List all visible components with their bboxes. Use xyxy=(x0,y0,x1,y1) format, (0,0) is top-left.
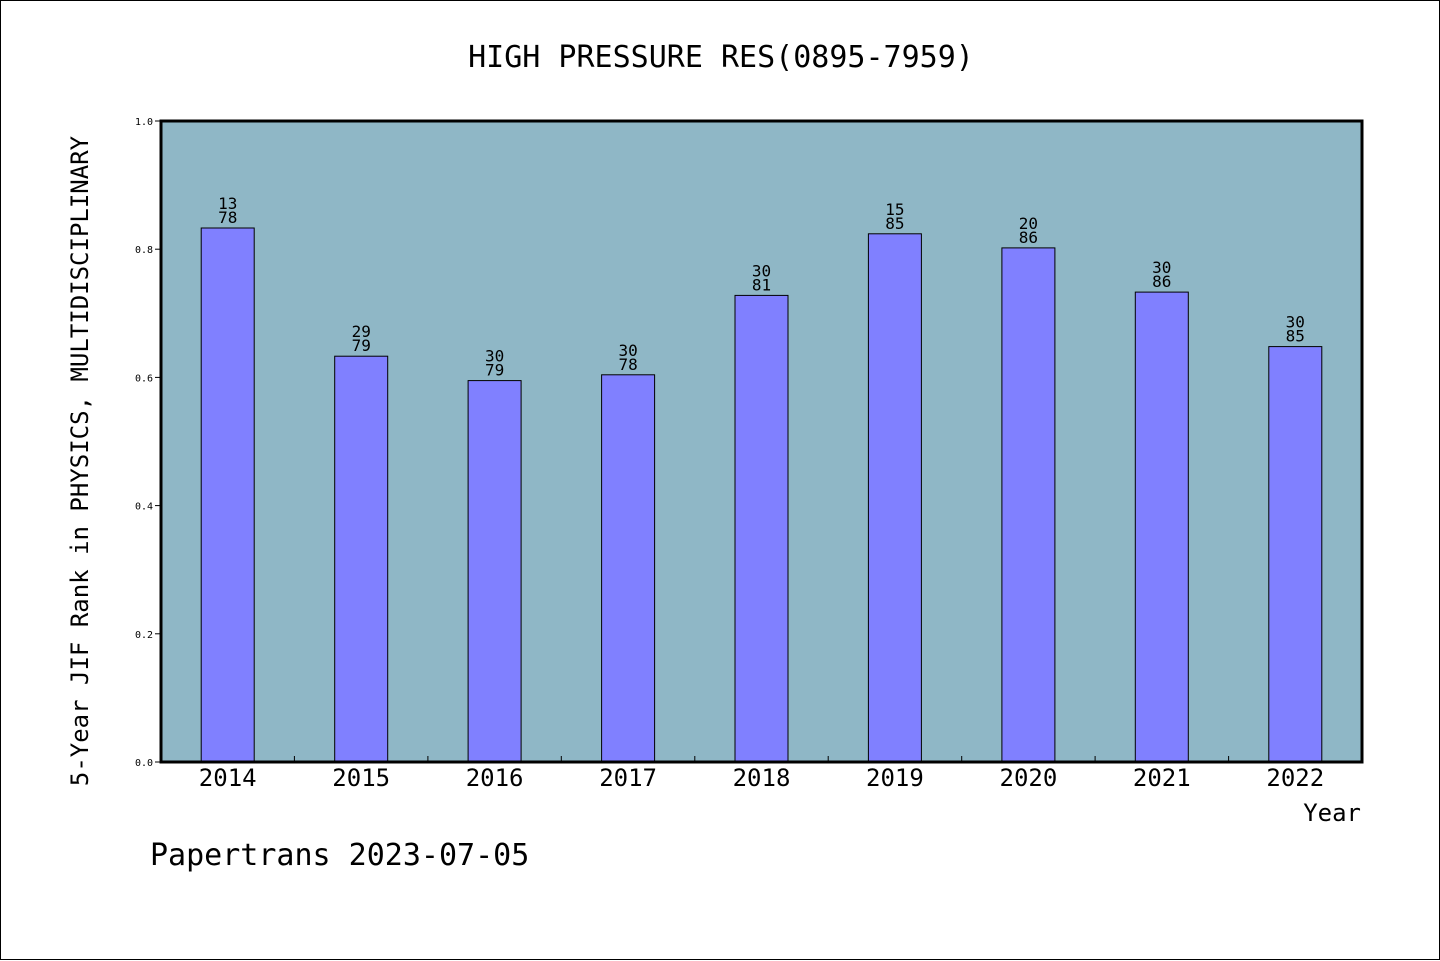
bar-label-2015: 29 79 xyxy=(352,322,371,355)
bar-2022 xyxy=(1268,346,1323,763)
x-tick-label-2014: 2014 xyxy=(199,764,257,792)
x-axis-ticks: 2014 2015 2016 2017 2018 2019 2020 2021 2022 xyxy=(199,756,1324,792)
x-tick-label-2022: 2022 xyxy=(1266,764,1324,792)
bar-label-2019: 15 85 xyxy=(885,200,904,233)
bar-2014 xyxy=(200,227,255,763)
bar-label-2017: 30 78 xyxy=(618,341,637,374)
bar-2017 xyxy=(601,374,656,763)
x-tick-label-2019: 2019 xyxy=(866,764,924,792)
bar-labels-group: 13 78 29 79 30 79 30 78 30 81 15 85 20 86 30 86 30 85 xyxy=(218,194,1305,380)
y-axis-label: 5-Year JIF Rank in PHYSICS, MULTIDISCIPL… xyxy=(66,135,94,786)
x-tick-label-2020: 2020 xyxy=(1000,764,1058,792)
bar-2021 xyxy=(1134,291,1189,763)
x-tick-label-2017: 2017 xyxy=(599,764,657,792)
bar-2018 xyxy=(734,294,789,763)
bar-label-2018: 30 81 xyxy=(752,261,771,294)
x-axis-label: Year xyxy=(1303,799,1361,827)
bars-group xyxy=(200,227,1323,763)
bar-label-2021: 30 86 xyxy=(1152,258,1171,291)
bar-2016 xyxy=(467,380,522,763)
plot-border xyxy=(159,119,1364,764)
y-tick-label-0.2: 0.2 xyxy=(135,630,153,641)
y-tick-label-0.8: 0.8 xyxy=(135,245,153,256)
chart-title: HIGH PRESSURE RES(0895-7959) xyxy=(468,40,974,75)
x-tick-label-2015: 2015 xyxy=(332,764,390,792)
x-tick-label-2016: 2016 xyxy=(466,764,524,792)
x-tick-label-2018: 2018 xyxy=(733,764,791,792)
bar-2019 xyxy=(867,233,922,763)
x-tick-label-2021: 2021 xyxy=(1133,764,1191,792)
bar-label-2016: 30 79 xyxy=(485,347,504,380)
bar-label-2014: 13 78 xyxy=(218,194,237,227)
y-tick-label-0.0: 0.0 xyxy=(135,758,153,769)
y-tick-label-0.4: 0.4 xyxy=(135,502,153,513)
footer-credit: Papertrans 2023-07-05 xyxy=(150,838,529,873)
bar-label-2022: 30 85 xyxy=(1286,313,1305,346)
y-tick-label-0.6: 0.6 xyxy=(135,373,153,384)
bar-2015 xyxy=(334,355,389,763)
bar-label-2020: 20 86 xyxy=(1019,214,1038,247)
y-tick-label-1.0: 1.0 xyxy=(135,117,153,128)
y-axis-ticks: 0.0 0.2 0.4 0.6 0.8 1.0 xyxy=(135,117,161,769)
bar-2020 xyxy=(1001,247,1056,763)
